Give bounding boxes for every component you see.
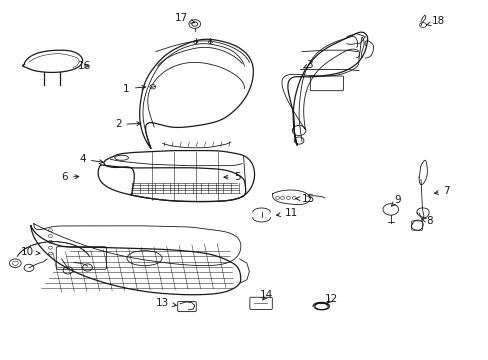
Text: 17: 17 (175, 13, 194, 23)
Text: 16: 16 (78, 61, 91, 71)
Text: 3: 3 (303, 60, 312, 70)
Text: 18: 18 (426, 17, 445, 27)
Text: 12: 12 (325, 294, 338, 304)
Text: 4: 4 (79, 154, 103, 164)
Text: 10: 10 (20, 247, 40, 257)
Text: 11: 11 (276, 208, 297, 218)
Text: 14: 14 (260, 291, 273, 301)
Text: 1: 1 (123, 84, 145, 94)
Text: 8: 8 (421, 216, 431, 226)
Text: 13: 13 (155, 298, 176, 308)
Text: 2: 2 (115, 120, 141, 129)
Text: 5: 5 (224, 172, 240, 182)
Text: 9: 9 (391, 195, 401, 206)
Text: 15: 15 (295, 194, 315, 204)
Text: 6: 6 (61, 172, 79, 182)
Text: 7: 7 (434, 186, 449, 197)
